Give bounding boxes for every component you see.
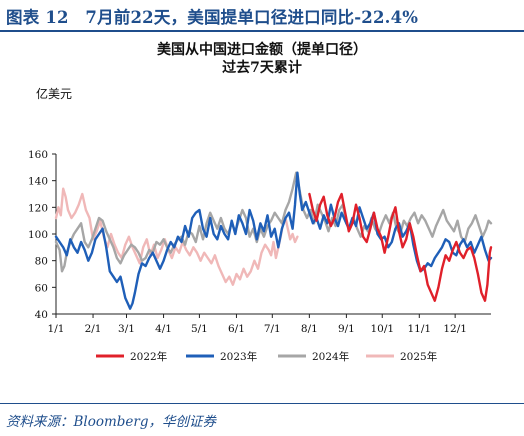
x-tick-label: 7/1 [264,323,281,335]
x-tick-label: 11/1 [407,323,431,335]
x-tick-label: 3/1 [118,323,135,335]
y-tick-label: 160 [28,149,48,161]
x-tick-label: 10/1 [370,323,394,335]
y-tick-label: 60 [35,282,48,294]
legend-label: 2022年 [130,350,167,363]
title-rule [0,30,524,32]
series-line-1 [308,192,493,302]
chart-title: 美国从中国进口金额（提单口径） [157,41,367,58]
source-rule [0,403,524,404]
legend-label: 2023年 [220,350,257,363]
series-line-2 [54,171,493,310]
x-tick-label: 9/1 [338,323,355,335]
y-tick-label: 140 [28,176,48,188]
chart-subtitle: 过去7天累计 [222,59,302,76]
x-tick-label: 5/1 [191,323,208,335]
x-tick-label: 12/1 [443,323,467,335]
legend-label: 2024年 [312,350,349,363]
series-line-3 [54,171,493,273]
x-tick-label: 8/1 [301,323,318,335]
x-axis: 1/1 2/1 3/1 4/1 5/1 6/1 7/1 8/1 9/1 10/1 11/1 12/1 [48,313,491,335]
series-lines [54,171,493,310]
x-tick-label: 2/1 [85,323,102,335]
x-tick-label: 4/1 [155,323,172,335]
figure-title: 图表 12 7月前22天，美国提单口径进口同比-22.4% [6,8,419,27]
y-axis: 40 60 80 100 120 140 160 [28,149,57,321]
legend-label: 2025年 [400,350,437,363]
y-tick-label: 100 [28,229,48,241]
y-tick-label: 40 [35,309,48,321]
y-axis-unit-label: 亿美元 [36,86,72,101]
chart: 美国从中国进口金额（提单口径） 过去7天累计 亿美元 40 60 80 100 120 1… [28,41,493,363]
legend: 2022年 2023年 2024年 2025年 [96,350,437,363]
x-tick-label: 1/1 [48,323,65,335]
x-tick-label: 6/1 [228,323,245,335]
y-tick-label: 80 [35,256,48,268]
y-tick-label: 120 [28,202,48,214]
source-note: 资料来源：Bloomberg，华创证券 [6,414,217,430]
